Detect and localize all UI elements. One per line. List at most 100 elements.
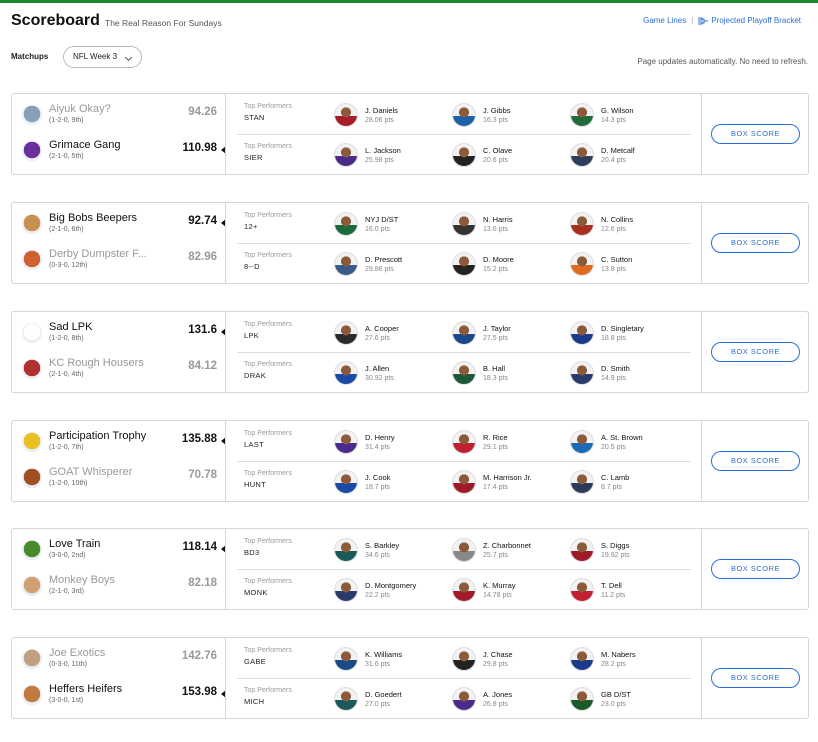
team-abbreviation: DRAK <box>244 371 267 380</box>
column-divider <box>225 312 226 392</box>
player-name: D. Henry <box>365 433 395 442</box>
player-points: 25.7 pts <box>483 552 508 559</box>
team-row[interactable]: Big Bobs Beepers (2-1-0, 6th) 92.74 <box>22 211 232 241</box>
top-performers-label: Top Performers <box>244 212 292 219</box>
top-performers-label: Top Performers <box>244 647 292 654</box>
team-row[interactable]: Sad LPK (1-2-0, 8th) 131.6 <box>22 320 232 350</box>
week-select-value: NFL Week 3 <box>73 52 118 61</box>
projected-bracket-link[interactable]: Projected Playoff Bracket <box>711 16 801 25</box>
player-card[interactable]: T. Dell 11.2 pts <box>570 578 685 604</box>
team-record: (2-1-0, 5th) <box>49 153 84 160</box>
player-card[interactable]: D. Henry 31.4 pts <box>334 430 449 456</box>
team-row[interactable]: GOAT Whisperer (1-2-0, 10th) 70.78 <box>22 465 232 495</box>
player-name: A. St. Brown <box>601 433 643 442</box>
matchup-card: Big Bobs Beepers (2-1-0, 6th) 92.74 Derb… <box>11 202 809 284</box>
matchup-card: Joe Exotics (0-3-0, 11th) 142.76 Heffers… <box>11 637 809 719</box>
team-row[interactable]: KC Rough Housers (2-1-0, 4th) 84.12 <box>22 356 232 386</box>
player-headshot <box>334 430 358 454</box>
player-headshot <box>570 647 594 671</box>
player-card[interactable]: G. Wilson 14.3 pts <box>570 103 685 129</box>
player-card[interactable]: D. Goedert 27.0 pts <box>334 687 449 713</box>
player-card[interactable]: M. Nabers 28.2 pts <box>570 647 685 673</box>
player-name: S. Barkley <box>365 541 400 550</box>
winner-arrow-icon <box>221 146 226 154</box>
player-card[interactable]: M. Harrison Jr. 17.4 pts <box>452 470 567 496</box>
team-logo <box>22 649 42 669</box>
team-abbreviation: SIER <box>244 153 263 162</box>
player-card[interactable]: K. Murray 14.78 pts <box>452 578 567 604</box>
player-card[interactable]: D. Montgomery 22.2 pts <box>334 578 449 604</box>
player-card[interactable]: D. Smith 14.9 pts <box>570 361 685 387</box>
player-card[interactable]: J. Allen 30.92 pts <box>334 361 449 387</box>
player-card[interactable]: B. Hall 18.3 pts <box>452 361 567 387</box>
player-points: 16.3 pts <box>483 117 508 124</box>
player-card[interactable]: J. Taylor 27.5 pts <box>452 321 567 347</box>
box-score-button[interactable]: BOX SCORE <box>711 124 800 144</box>
player-card[interactable]: D. Singletary 18.8 pts <box>570 321 685 347</box>
team-score: 118.14 <box>182 541 217 553</box>
team-row[interactable]: Heffers Heifers (3-0-0, 1st) 153.98 <box>22 682 232 712</box>
player-card[interactable]: J. Chase 29.8 pts <box>452 647 567 673</box>
player-name: D. Metcalf <box>601 146 635 155</box>
matchup-card: Love Train (3-0-0, 2nd) 118.14 Monkey Bo… <box>11 528 809 610</box>
box-score-button[interactable]: BOX SCORE <box>711 451 800 471</box>
box-score-button[interactable]: BOX SCORE <box>711 559 800 579</box>
team-row[interactable]: Aiyuk Okay? (1-2-0, 9th) 94.26 <box>22 102 232 132</box>
player-card[interactable]: Z. Charbonnet 25.7 pts <box>452 538 567 564</box>
player-headshot <box>334 321 358 345</box>
player-card[interactable]: J. Daniels 28.06 pts <box>334 103 449 129</box>
team-record: (3-0-0, 1st) <box>49 697 84 704</box>
team-row[interactable]: Joe Exotics (0-3-0, 11th) 142.76 <box>22 646 232 676</box>
top-performers-label: Top Performers <box>244 143 292 150</box>
team-record: (1-2-0, 10th) <box>49 480 88 487</box>
player-headshot <box>452 687 476 711</box>
player-headshot <box>334 687 358 711</box>
player-points: 16.0 pts <box>365 226 390 233</box>
week-select[interactable]: NFL Week 3 <box>63 46 142 68</box>
player-headshot <box>570 321 594 345</box>
team-name: Participation Trophy <box>49 430 147 442</box>
box-score-button[interactable]: BOX SCORE <box>711 342 800 362</box>
row-divider <box>237 352 691 353</box>
player-card[interactable]: L. Jackson 25.98 pts <box>334 143 449 169</box>
player-card[interactable]: J. Gibbs 16.3 pts <box>452 103 567 129</box>
player-card[interactable]: GB D/ST 23.0 pts <box>570 687 685 713</box>
team-name: Heffers Heifers <box>49 683 123 695</box>
box-score-button[interactable]: BOX SCORE <box>711 668 800 688</box>
player-card[interactable]: N. Harris 13.6 pts <box>452 212 567 238</box>
player-name: M. Nabers <box>601 650 636 659</box>
player-card[interactable]: D. Prescott 29.86 pts <box>334 252 449 278</box>
player-card[interactable]: N. Collins 12.6 pts <box>570 212 685 238</box>
player-card[interactable]: A. Cooper 27.6 pts <box>334 321 449 347</box>
team-row[interactable]: Love Train (3-0-0, 2nd) 118.14 <box>22 537 232 567</box>
player-card[interactable]: C. Lamb 8.7 pts <box>570 470 685 496</box>
team-row[interactable]: Monkey Boys (2-1-0, 3rd) 82.18 <box>22 573 232 603</box>
player-card[interactable]: S. Diggs 19.92 pts <box>570 538 685 564</box>
player-points: 22.2 pts <box>365 592 390 599</box>
team-row[interactable]: Derby Dumpster F... (0-3-0, 12th) 82.96 <box>22 247 232 277</box>
row-divider <box>237 678 691 679</box>
player-points: 27.5 pts <box>483 335 508 342</box>
team-row[interactable]: Participation Trophy (1-2-0, 7th) 135.88 <box>22 429 232 459</box>
player-card[interactable]: K. Williams 31.6 pts <box>334 647 449 673</box>
player-card[interactable]: C. Olave 20.6 pts <box>452 143 567 169</box>
team-record: (1-2-0, 9th) <box>49 117 84 124</box>
player-card[interactable]: C. Sutton 13.8 pts <box>570 252 685 278</box>
player-card[interactable]: D. Moore 15.2 pts <box>452 252 567 278</box>
player-card[interactable]: A. St. Brown 20.5 pts <box>570 430 685 456</box>
game-lines-link[interactable]: Game Lines <box>643 16 687 25</box>
player-headshot <box>334 578 358 602</box>
player-headshot <box>570 361 594 385</box>
player-points: 14.3 pts <box>601 117 626 124</box>
player-card[interactable]: NYJ D/ST 16.0 pts <box>334 212 449 238</box>
team-row[interactable]: Grimace Gang (2-1-0, 5th) 110.98 <box>22 138 232 168</box>
player-card[interactable]: A. Jones 26.8 pts <box>452 687 567 713</box>
player-name: B. Hall <box>483 364 506 373</box>
player-card[interactable]: R. Rice 29.1 pts <box>452 430 567 456</box>
box-score-button[interactable]: BOX SCORE <box>711 233 800 253</box>
top-accent-bar <box>0 0 818 3</box>
player-points: 19.92 pts <box>601 552 630 559</box>
player-card[interactable]: S. Barkley 34.6 pts <box>334 538 449 564</box>
player-card[interactable]: D. Metcalf 20.4 pts <box>570 143 685 169</box>
player-card[interactable]: J. Cook 18.7 pts <box>334 470 449 496</box>
